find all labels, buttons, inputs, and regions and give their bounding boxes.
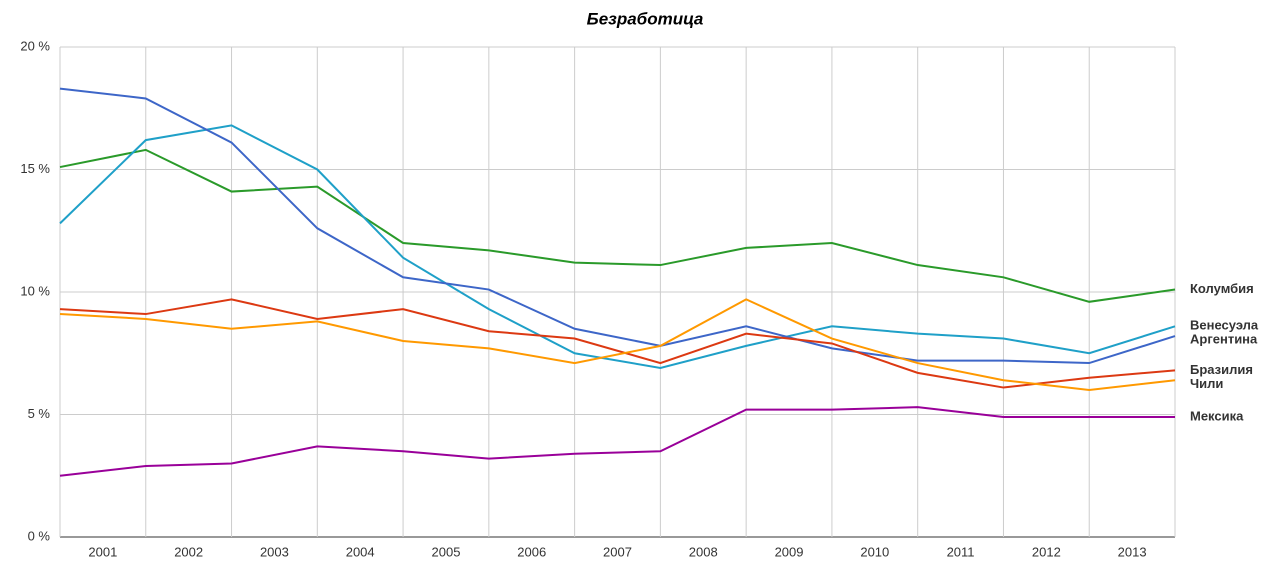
line xyxy=(59,148,1176,303)
x-tick-label: 2002 xyxy=(174,544,203,559)
legend-label: Венесуэла xyxy=(1190,318,1259,333)
x-tick-label: 2011 xyxy=(947,544,975,559)
x-tick-label: 2006 xyxy=(517,544,546,559)
y-tick-label: 5 % xyxy=(28,406,51,421)
line xyxy=(59,87,1176,365)
legend-label: Чили xyxy=(1190,376,1223,391)
x-tick-label: 2001 xyxy=(88,544,117,559)
line xyxy=(59,298,1176,392)
line xyxy=(59,298,1176,389)
line xyxy=(59,406,1175,477)
legend-label: Бразилия xyxy=(1190,362,1253,377)
x-tick-label: 2005 xyxy=(432,544,461,559)
y-tick-label: 15 % xyxy=(20,161,50,176)
x-tick-label: 2009 xyxy=(775,544,804,559)
x-tick-label: 2003 xyxy=(260,544,289,559)
y-tick-label: 20 % xyxy=(20,38,50,53)
x-tick-label: 2010 xyxy=(860,544,889,559)
x-tick-label: 2004 xyxy=(346,544,375,559)
y-tick-label: 10 % xyxy=(20,283,50,298)
legend-label: Мексика xyxy=(1190,408,1244,423)
x-tick-label: 2013 xyxy=(1118,544,1147,559)
legend-label: Аргентина xyxy=(1190,332,1258,347)
legend-label: Колумбия xyxy=(1190,281,1254,296)
y-tick-label: 0 % xyxy=(28,528,51,543)
line xyxy=(59,124,1176,369)
x-tick-label: 2012 xyxy=(1032,544,1061,559)
x-tick-label: 2008 xyxy=(689,544,718,559)
x-tick-label: 2007 xyxy=(603,544,632,559)
chart-title: Безработица xyxy=(587,9,704,28)
